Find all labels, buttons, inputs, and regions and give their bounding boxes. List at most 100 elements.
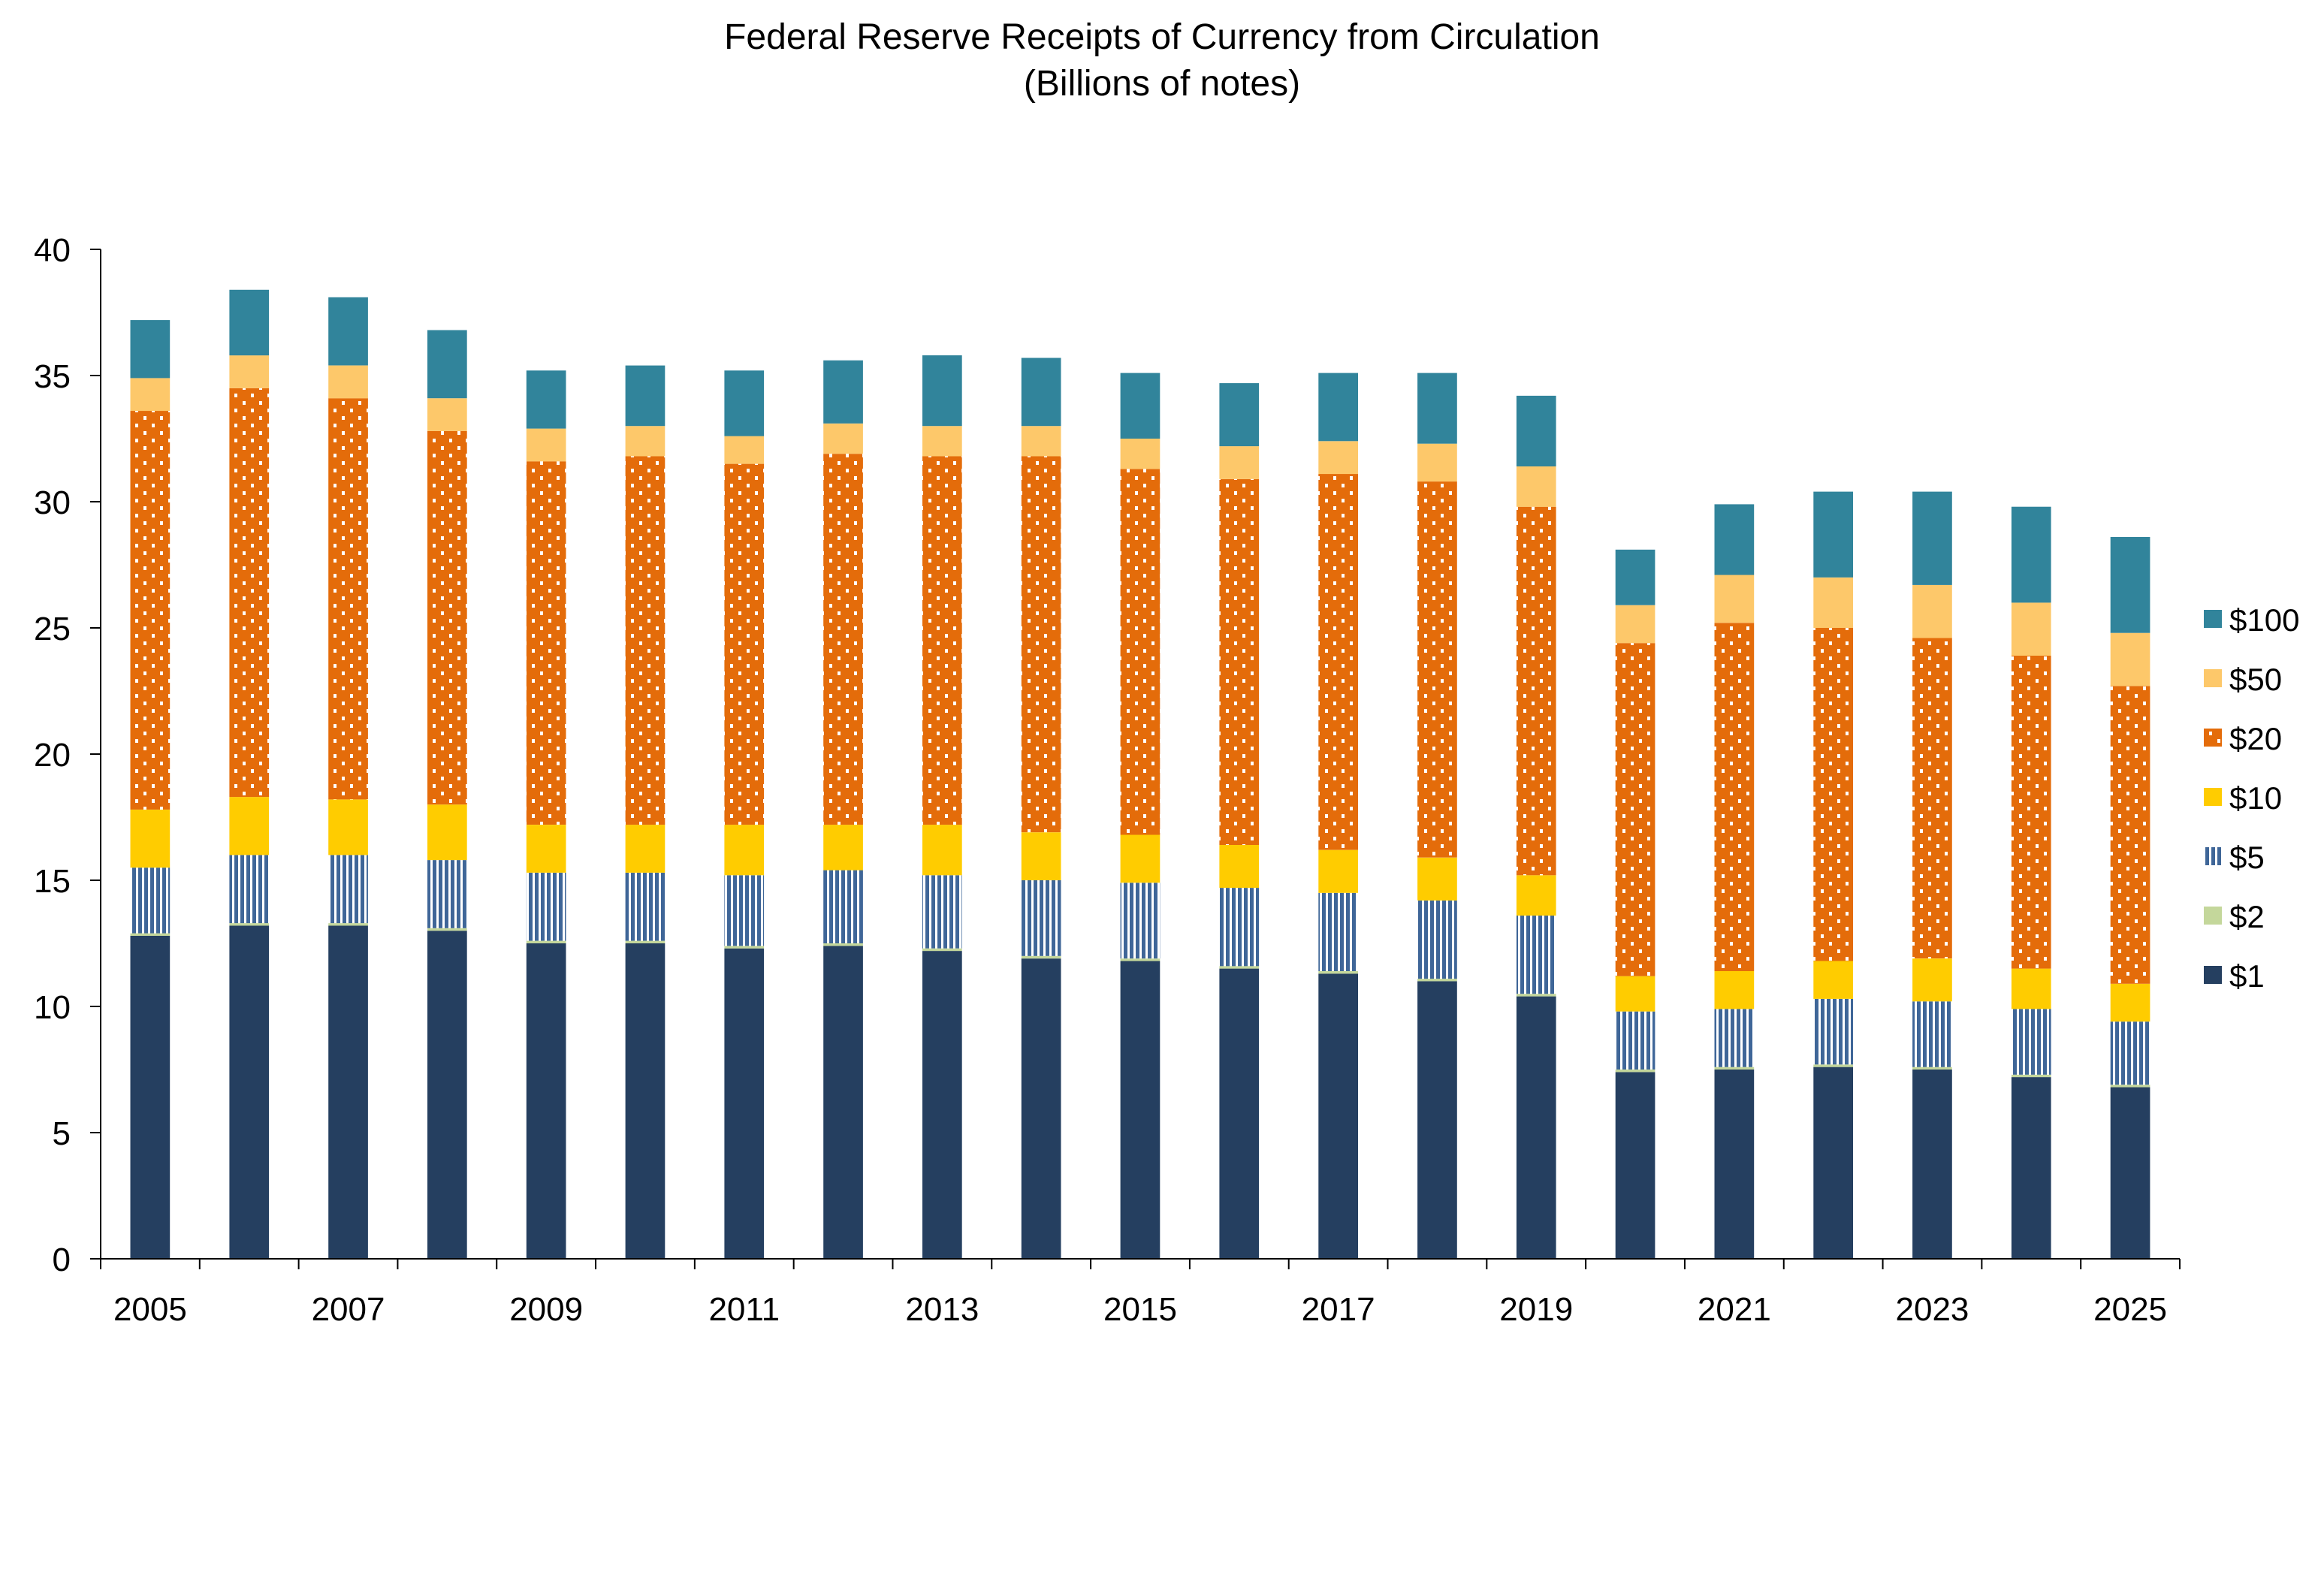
- bar-segment-usd1-2007: [328, 925, 368, 1259]
- bar-stack-2020: [1615, 549, 1655, 1259]
- bar-segment-usd5-2015: [1120, 883, 1160, 959]
- bars-group: [130, 289, 2150, 1259]
- bar-segment-usd1-2021: [1714, 1070, 1755, 1259]
- legend-swatch: [2204, 847, 2222, 865]
- bar-segment-usd20-2018: [1417, 481, 1457, 858]
- bar-segment-usd5-2013: [922, 875, 962, 949]
- bar-segment-usd1-2011: [724, 948, 765, 1259]
- bar-segment-usd2-2017: [1318, 971, 1358, 974]
- bar-stack-2007: [328, 297, 368, 1259]
- bar-segment-usd20-2019: [1516, 506, 1556, 876]
- bar-segment-usd20-2017: [1318, 474, 1358, 850]
- bar-segment-usd2-2005: [130, 933, 171, 936]
- bar-segment-usd100-2017: [1318, 373, 1358, 442]
- bar-stack-2010: [625, 365, 666, 1259]
- legend-item-usd100: $100: [2204, 602, 2299, 638]
- bar-segment-usd2-2021: [1714, 1067, 1755, 1070]
- y-tick-label: 40: [34, 232, 71, 269]
- bar-segment-usd50-2015: [1120, 439, 1160, 469]
- bar-segment-usd50-2023: [1912, 584, 1952, 638]
- x-tick-label: 2025: [2093, 1291, 2167, 1328]
- x-tick-label: 2007: [312, 1291, 385, 1328]
- bar-segment-usd2-2009: [526, 940, 566, 943]
- bar-segment-usd20-2020: [1615, 643, 1655, 976]
- bar-segment-usd10-2013: [922, 825, 962, 876]
- bar-segment-usd100-2021: [1714, 504, 1755, 575]
- bar-segment-usd2-2022: [1813, 1064, 1853, 1067]
- bar-segment-usd10-2006: [229, 797, 270, 855]
- bar-segment-usd20-2021: [1714, 623, 1755, 971]
- bar-stack-2012: [823, 360, 863, 1259]
- bar-stack-2021: [1714, 504, 1755, 1259]
- bar-segment-usd100-2023: [1912, 491, 1952, 585]
- legend-swatch: [2204, 729, 2222, 747]
- chart-title: Federal Reserve Receipts of Currency fro…: [724, 17, 1600, 57]
- bar-segment-usd50-2006: [229, 355, 270, 388]
- legend-swatch: [2204, 907, 2222, 925]
- bar-segment-usd10-2024: [2011, 968, 2051, 1009]
- bar-segment-usd5-2007: [328, 855, 368, 924]
- bar-segment-usd2-2020: [1615, 1070, 1655, 1073]
- bar-segment-usd50-2009: [526, 428, 566, 462]
- bar-stack-2014: [1021, 358, 1061, 1259]
- x-tick-label: 2009: [509, 1291, 583, 1328]
- bar-stack-2006: [229, 289, 270, 1259]
- bar-segment-usd10-2015: [1120, 834, 1160, 883]
- legend-label: $10: [2229, 780, 2282, 816]
- bar-segment-usd20-2025: [2110, 686, 2150, 984]
- bar-segment-usd20-2014: [1021, 456, 1061, 833]
- bar-segment-usd1-2008: [427, 931, 467, 1259]
- bar-stack-2017: [1318, 373, 1358, 1259]
- bar-segment-usd100-2006: [229, 289, 270, 356]
- legend-label: $2: [2229, 899, 2265, 934]
- bar-segment-usd1-2019: [1516, 996, 1556, 1259]
- x-tick-label: 2019: [1499, 1291, 1573, 1328]
- y-tick-label: 30: [34, 484, 71, 521]
- bar-segment-usd100-2014: [1021, 358, 1061, 427]
- bar-segment-usd5-2005: [130, 867, 171, 934]
- bar-segment-usd1-2020: [1615, 1072, 1655, 1259]
- bar-segment-usd5-2020: [1615, 1011, 1655, 1070]
- bar-segment-usd100-2007: [328, 297, 368, 366]
- bar-segment-usd2-2018: [1417, 979, 1457, 982]
- bar-segment-usd100-2011: [724, 370, 765, 436]
- legend-item-usd5: $5: [2204, 840, 2265, 875]
- bar-segment-usd20-2022: [1813, 628, 1853, 961]
- bar-segment-usd5-2010: [625, 872, 666, 941]
- x-tick-label: 2021: [1698, 1291, 1771, 1328]
- y-tick-label: 10: [34, 989, 71, 1026]
- bar-segment-usd1-2018: [1417, 981, 1457, 1259]
- bar-segment-usd5-2008: [427, 860, 467, 928]
- bar-segment-usd1-2010: [625, 943, 666, 1259]
- bar-segment-usd2-2025: [2110, 1085, 2150, 1088]
- bar-segment-usd1-2009: [526, 943, 566, 1259]
- x-tick-label: 2017: [1302, 1291, 1375, 1328]
- legend-label: $20: [2229, 721, 2282, 756]
- bar-segment-usd5-2018: [1417, 900, 1457, 979]
- bar-segment-usd20-2010: [625, 456, 666, 825]
- bar-segment-usd2-2024: [2011, 1074, 2051, 1078]
- legend-swatch: [2204, 788, 2222, 806]
- bar-segment-usd50-2012: [823, 423, 863, 454]
- bar-segment-usd10-2009: [526, 825, 566, 873]
- bar-segment-usd10-2005: [130, 809, 171, 868]
- bar-segment-usd20-2008: [427, 430, 467, 805]
- bar-stack-2005: [130, 320, 171, 1259]
- bar-stack-2025: [2110, 537, 2150, 1259]
- legend-item-usd1: $1: [2204, 958, 2265, 994]
- bar-segment-usd2-2011: [724, 946, 765, 949]
- bar-segment-usd10-2016: [1219, 845, 1260, 889]
- bar-segment-usd1-2017: [1318, 973, 1358, 1259]
- bar-segment-usd1-2013: [922, 951, 962, 1259]
- bar-segment-usd50-2024: [2011, 602, 2051, 656]
- legend-item-usd20: $20: [2204, 721, 2282, 756]
- bar-segment-usd20-2013: [922, 456, 962, 825]
- bar-segment-usd5-2009: [526, 872, 566, 941]
- bar-stack-2015: [1120, 373, 1160, 1259]
- bar-segment-usd1-2024: [2011, 1077, 2051, 1259]
- bar-segment-usd100-2016: [1219, 383, 1260, 447]
- bar-stack-2018: [1417, 373, 1457, 1259]
- bar-segment-usd5-2017: [1318, 892, 1358, 971]
- bar-segment-usd1-2015: [1120, 961, 1160, 1259]
